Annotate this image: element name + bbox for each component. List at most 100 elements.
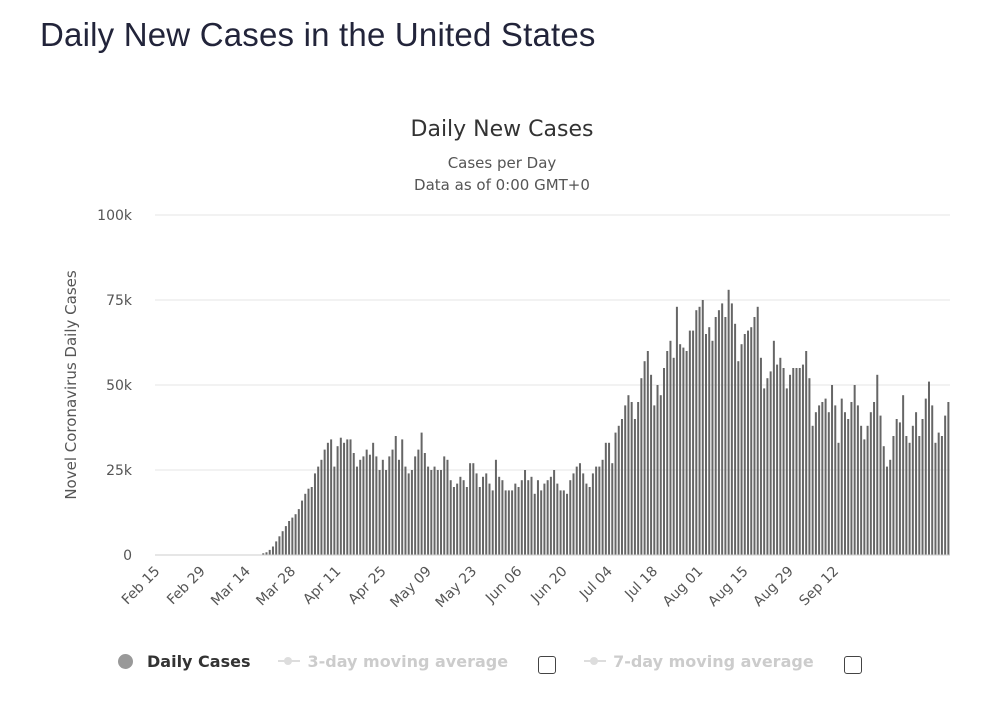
bar-daily-cases[interactable]	[611, 463, 614, 555]
bar-daily-cases[interactable]	[947, 402, 950, 555]
bar-daily-cases[interactable]	[734, 323, 737, 555]
bar-daily-cases[interactable]	[478, 487, 481, 555]
bar-daily-cases[interactable]	[582, 473, 585, 555]
bar-daily-cases[interactable]	[514, 483, 517, 555]
bar-daily-cases[interactable]	[688, 330, 691, 555]
bar-daily-cases[interactable]	[808, 378, 811, 555]
bar-daily-cases[interactable]	[420, 432, 423, 555]
bar-daily-cases[interactable]	[869, 412, 872, 555]
bar-daily-cases[interactable]	[630, 402, 633, 555]
bar-daily-cases[interactable]	[640, 378, 643, 555]
checkbox-7-day-average[interactable]	[843, 656, 862, 674]
bar-daily-cases[interactable]	[349, 439, 352, 555]
bar-daily-cases[interactable]	[895, 419, 898, 555]
bar-daily-cases[interactable]	[701, 300, 704, 555]
bar-daily-cases[interactable]	[747, 330, 750, 555]
bar-daily-cases[interactable]	[595, 466, 598, 555]
bar-daily-cases[interactable]	[456, 483, 459, 555]
bar-daily-cases[interactable]	[908, 442, 911, 555]
bar-daily-cases[interactable]	[446, 459, 449, 555]
bar-daily-cases[interactable]	[940, 436, 943, 555]
bar-daily-cases[interactable]	[381, 459, 384, 555]
bar-daily-cases[interactable]	[333, 466, 336, 555]
bar-daily-cases[interactable]	[818, 405, 821, 555]
bar-daily-cases[interactable]	[918, 436, 921, 555]
bar-daily-cases[interactable]	[905, 436, 908, 555]
bar-daily-cases[interactable]	[530, 476, 533, 555]
bar-daily-cases[interactable]	[708, 327, 711, 555]
bar-daily-cases[interactable]	[763, 388, 766, 555]
bar-daily-cases[interactable]	[301, 500, 304, 555]
bar-daily-cases[interactable]	[498, 476, 501, 555]
bar-daily-cases[interactable]	[517, 487, 520, 555]
bar-daily-cases[interactable]	[578, 463, 581, 555]
bar-daily-cases[interactable]	[856, 405, 859, 555]
bar-daily-cases[interactable]	[440, 470, 442, 555]
bar-daily-cases[interactable]	[359, 459, 362, 555]
bar-daily-cases[interactable]	[533, 493, 536, 555]
bar-daily-cases[interactable]	[853, 385, 856, 555]
bar-daily-cases[interactable]	[934, 442, 937, 555]
bar-daily-cases[interactable]	[740, 344, 743, 555]
bar-daily-cases[interactable]	[559, 490, 562, 555]
bar-daily-cases[interactable]	[798, 368, 801, 555]
bar-daily-cases[interactable]	[527, 480, 530, 555]
bar-daily-cases[interactable]	[452, 487, 455, 555]
bar-daily-cases[interactable]	[766, 378, 769, 555]
bar-daily-cases[interactable]	[588, 487, 591, 555]
bar-daily-cases[interactable]	[624, 405, 627, 555]
bar-daily-cases[interactable]	[633, 419, 636, 555]
bar-daily-cases[interactable]	[795, 368, 798, 555]
legend-item-3-day-average[interactable]: 3-day moving average	[278, 652, 508, 671]
bar-daily-cases[interactable]	[507, 490, 510, 555]
bar-daily-cases[interactable]	[811, 425, 814, 555]
bar-daily-cases[interactable]	[879, 415, 882, 555]
bar-daily-cases[interactable]	[443, 456, 446, 555]
legend-item-daily-cases[interactable]: Daily Cases	[110, 652, 250, 671]
bar-daily-cases[interactable]	[281, 531, 284, 555]
bar-daily-cases[interactable]	[685, 351, 688, 555]
bar-daily-cases[interactable]	[417, 449, 420, 555]
legend-item-7-day-average[interactable]: 7-day moving average	[584, 652, 814, 671]
bar-daily-cases[interactable]	[553, 470, 556, 555]
bar-daily-cases[interactable]	[372, 442, 375, 555]
bar-daily-cases[interactable]	[730, 303, 733, 555]
bar-daily-cases[interactable]	[863, 439, 866, 555]
bar-daily-cases[interactable]	[310, 487, 313, 555]
bar-daily-cases[interactable]	[375, 456, 378, 555]
bar-daily-cases[interactable]	[721, 303, 724, 555]
bar-daily-cases[interactable]	[394, 436, 397, 555]
bar-daily-cases[interactable]	[737, 361, 740, 555]
bar-daily-cases[interactable]	[705, 334, 707, 555]
bar-daily-cases[interactable]	[562, 490, 565, 555]
bar-daily-cases[interactable]	[679, 344, 682, 555]
bar-daily-cases[interactable]	[840, 398, 843, 555]
bar-daily-cases[interactable]	[330, 439, 333, 555]
bar-daily-cases[interactable]	[540, 490, 543, 555]
bar-daily-cases[interactable]	[659, 395, 662, 555]
bar-daily-cases[interactable]	[488, 483, 491, 555]
bar-daily-cases[interactable]	[776, 364, 779, 555]
bar-daily-cases[interactable]	[401, 439, 404, 555]
bar-daily-cases[interactable]	[937, 432, 940, 555]
bar-daily-cases[interactable]	[378, 470, 381, 555]
bar-daily-cases[interactable]	[692, 330, 695, 555]
bar-daily-cases[interactable]	[543, 483, 546, 555]
bar-daily-cases[interactable]	[430, 470, 433, 555]
bar-daily-cases[interactable]	[268, 549, 271, 555]
bar-daily-cases[interactable]	[388, 456, 391, 555]
bar-daily-cases[interactable]	[695, 310, 698, 555]
bar-daily-cases[interactable]	[436, 470, 439, 555]
bar-daily-cases[interactable]	[915, 412, 918, 555]
bar-daily-cases[interactable]	[711, 340, 714, 555]
bar-daily-cases[interactable]	[847, 419, 850, 555]
bar-daily-cases[interactable]	[556, 483, 559, 555]
bar-daily-cases[interactable]	[297, 509, 300, 555]
bar-daily-cases[interactable]	[717, 310, 720, 555]
bar-daily-cases[interactable]	[637, 402, 640, 555]
bar-daily-cases[interactable]	[475, 473, 478, 555]
bar-daily-cases[interactable]	[524, 470, 527, 555]
bar-daily-cases[interactable]	[682, 347, 685, 555]
bar-daily-cases[interactable]	[753, 317, 756, 555]
bar-daily-cases[interactable]	[892, 436, 895, 555]
